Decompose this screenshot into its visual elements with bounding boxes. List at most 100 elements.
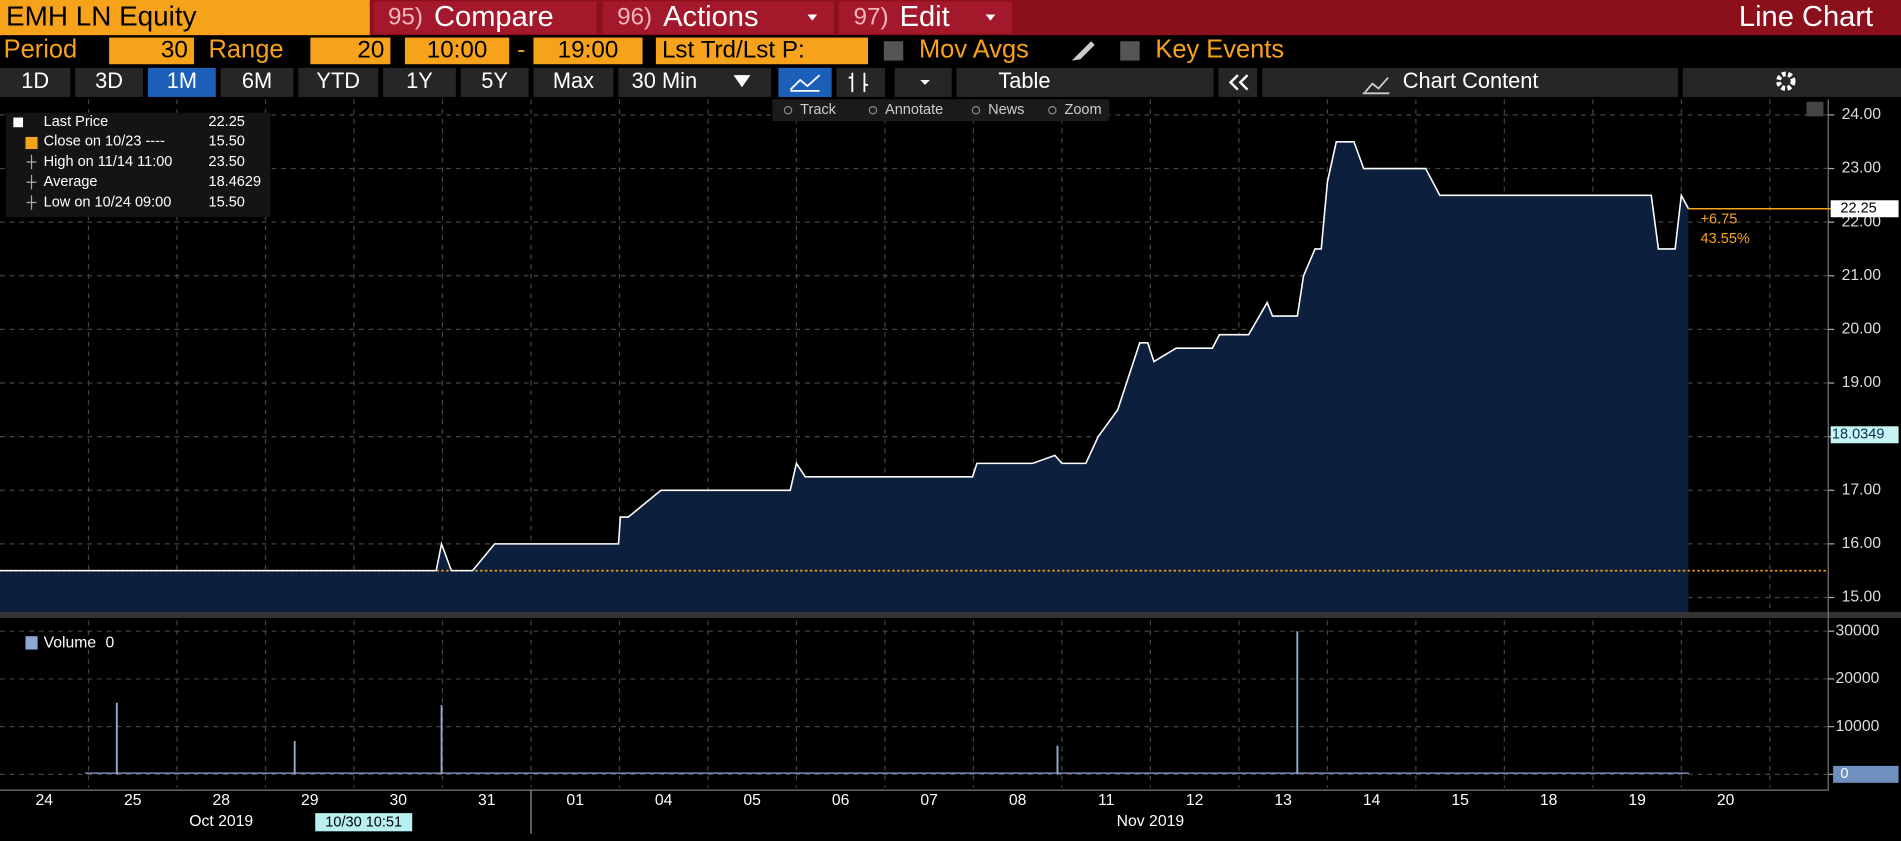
x-tick-label: 24 <box>35 792 53 809</box>
y-tick-label: 10000 <box>1836 718 1880 735</box>
x-tick-label: 12 <box>1186 792 1204 809</box>
range-button[interactable] <box>298 67 379 97</box>
y-tick-label: 16.00 <box>1842 535 1882 552</box>
y-tick-label: 20000 <box>1836 670 1880 687</box>
month-label: Nov 2019 <box>1117 813 1185 830</box>
price-field-box[interactable] <box>655 37 869 65</box>
x-tick-label: 04 <box>655 792 673 809</box>
bar-style-button[interactable] <box>836 67 886 97</box>
x-tick-label: 31 <box>478 792 496 809</box>
price-line <box>0 140 1690 572</box>
panel-divider <box>0 611 1901 619</box>
x-tick-label: 28 <box>212 792 230 809</box>
menu-key: 97) <box>854 4 889 31</box>
last-price-box <box>1830 200 1899 218</box>
range-button[interactable] <box>220 67 294 97</box>
period-field[interactable] <box>109 37 194 65</box>
chart-tools-bar <box>772 99 1110 122</box>
range-field[interactable] <box>310 37 391 65</box>
x-tick-label: 13 <box>1274 792 1292 809</box>
y-tick-label: 30000 <box>1836 622 1880 639</box>
menu-key: 95) <box>388 4 423 31</box>
range-button-label: YTD <box>316 68 360 93</box>
window-title: Line Chart <box>1739 1 1873 33</box>
menu-label: Edit <box>900 1 950 33</box>
legend-label: Close on 10/23 ---- <box>44 134 165 150</box>
y-tick-label: 15.00 <box>1842 589 1882 606</box>
start-field[interactable] <box>404 37 510 65</box>
x-tick-label: 11 <box>1098 792 1114 809</box>
range-label: Range <box>209 36 284 64</box>
line-icon <box>789 74 821 92</box>
interval-arrow <box>733 75 751 88</box>
legend-value: 18.4629 <box>209 174 262 190</box>
legend-label: Low on 10/24 09:00 <box>44 194 172 210</box>
range-button-label: 1M <box>167 68 197 93</box>
pencil-icon <box>1071 41 1095 61</box>
menu-button[interactable] <box>602 1 835 34</box>
menu-button[interactable] <box>838 1 1013 34</box>
legend-swatch <box>25 136 38 150</box>
time-dash: - <box>517 36 525 63</box>
volume-last-box <box>1833 765 1899 783</box>
y-tick-label: 24.00 <box>1842 106 1882 123</box>
range-button-label: 3D <box>95 68 123 93</box>
period-label: Period <box>4 36 78 64</box>
legend-swatch <box>25 636 38 650</box>
volume-last-label: 0 <box>1840 766 1848 782</box>
table-button[interactable] <box>956 67 1214 97</box>
key-events-checkbox[interactable] <box>1120 41 1140 61</box>
panel-menu-button[interactable] <box>1806 101 1824 117</box>
range-button[interactable] <box>75 67 144 97</box>
x-tick-label: 07 <box>920 792 938 809</box>
range-value: 20 <box>357 36 384 63</box>
range-button[interactable] <box>533 67 614 97</box>
legend-icon <box>26 195 37 210</box>
chart-content-button[interactable] <box>1262 67 1678 97</box>
x-tick-label: 18 <box>1540 792 1558 809</box>
x-tick-label: 25 <box>124 792 142 809</box>
x-tick-label: 20 <box>1717 792 1735 809</box>
line-style-button[interactable] <box>778 67 832 97</box>
change-label: +6.75 <box>1701 212 1738 228</box>
last-price-label: 22.25 <box>1840 201 1876 217</box>
x-tick-label: 30 <box>389 792 407 809</box>
tool-icon <box>971 106 981 115</box>
end-time: 19:00 <box>558 36 619 63</box>
menu-key: 96) <box>617 4 652 31</box>
legend-box <box>6 112 271 217</box>
legend-value: 15.50 <box>209 134 245 150</box>
gear-icon[interactable] <box>1776 71 1796 91</box>
range-button[interactable] <box>0 67 71 97</box>
key-events-label: Key Events <box>1155 36 1284 64</box>
range-button-label: Max <box>553 68 594 93</box>
range-button[interactable] <box>460 67 529 97</box>
range-button-label: 6M <box>242 68 272 93</box>
range-button[interactable] <box>383 67 456 97</box>
menu-label: Compare <box>434 1 554 33</box>
range-button[interactable] <box>147 67 216 97</box>
table-label: Table <box>998 68 1050 93</box>
mov-avgs-label: Mov Avgs <box>919 36 1029 64</box>
legend-value: 15.50 <box>209 194 245 210</box>
interval-button[interactable] <box>618 67 772 97</box>
security-box[interactable] <box>0 0 370 36</box>
legend-value: 23.50 <box>209 154 245 170</box>
x-tick-label: 15 <box>1451 792 1469 809</box>
y-tick-label: 22.00 <box>1842 213 1882 230</box>
chart-tool: Track <box>800 102 837 118</box>
dropdown-icon <box>920 79 930 85</box>
end-field[interactable] <box>533 37 643 65</box>
legend-label: High on 11/14 11:00 <box>44 154 173 170</box>
legend-value: 22.25 <box>209 114 245 130</box>
cursor-date-box <box>315 813 413 832</box>
y-tick-label: 17.00 <box>1842 481 1882 498</box>
legend-value: 0 <box>105 635 114 652</box>
mov-avgs-checkbox[interactable] <box>883 41 904 61</box>
interval-label: 30 Min <box>632 68 697 93</box>
x-tick-label: 05 <box>743 792 761 809</box>
start-time: 10:00 <box>427 36 488 63</box>
menu-button[interactable] <box>373 1 597 34</box>
collapse-button[interactable] <box>1218 67 1258 97</box>
